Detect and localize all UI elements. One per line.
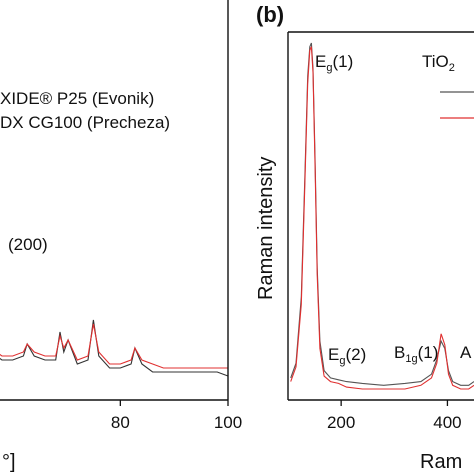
panel-a: 80 100 XIDE® P25 (Evonik) DX CG100 (Prech… bbox=[0, 0, 242, 473]
panel-b-legend-title: TiO2 bbox=[422, 52, 455, 74]
panel-b-series-2-line bbox=[290, 46, 474, 390]
panel-a-peak-label-200: (200) bbox=[8, 235, 48, 254]
panel-a-series-1-line bbox=[0, 319, 229, 377]
panel-b-y-axis-label: Raman intensity bbox=[255, 157, 277, 300]
panel-b-x-axis-label: Ram bbox=[420, 451, 462, 473]
panel-a-legend-line-2: DX CG100 (Precheza) bbox=[0, 113, 170, 132]
panel-b-peak-label-a: A bbox=[460, 343, 472, 362]
panel-a-series-group bbox=[0, 319, 229, 377]
panel-b-label: (b) bbox=[256, 2, 284, 27]
panel-b-x-tick-label-200: 200 bbox=[327, 413, 355, 432]
panel-b-ticks: 200 400 bbox=[327, 400, 462, 432]
panel-b-peak-label-eg1: Eg(1) bbox=[315, 52, 353, 74]
panel-b-series-1-line bbox=[290, 42, 474, 386]
panel-a-legend-line-1: XIDE® P25 (Evonik) bbox=[0, 89, 154, 108]
panel-a-x-tick-label-100: 100 bbox=[214, 413, 242, 432]
panel-a-series-2-line bbox=[0, 323, 228, 369]
panel-a-ticks: 80 100 bbox=[111, 400, 242, 432]
panel-b-x-tick-label-400: 400 bbox=[433, 413, 461, 432]
panel-b-series-group bbox=[290, 42, 474, 390]
panel-a-x-axis-label: °] bbox=[2, 451, 16, 473]
panel-a-x-tick-label-80: 80 bbox=[111, 413, 130, 432]
panel-b-peak-label-b1g1: B1g(1) bbox=[394, 343, 438, 365]
panel-b: (b) 200 400 Raman intensity Eg(1) Eg(2) B… bbox=[255, 2, 474, 473]
panel-b-peak-label-eg2: Eg(2) bbox=[328, 345, 366, 367]
